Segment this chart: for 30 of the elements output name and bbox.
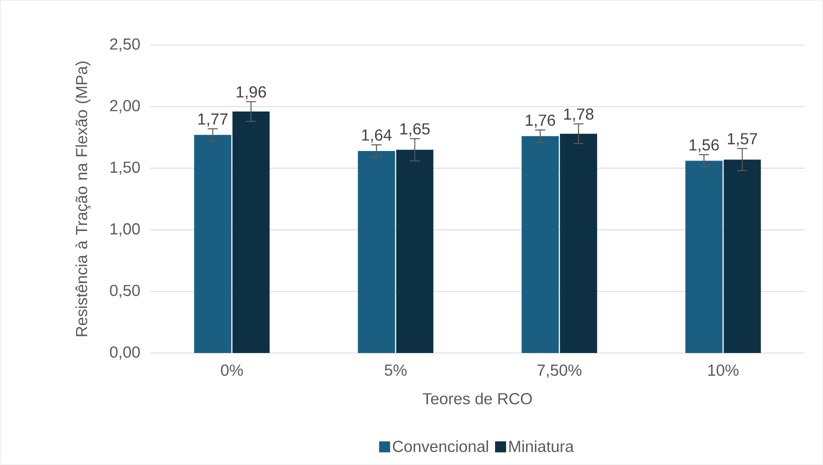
bar: [396, 150, 434, 353]
x-tick-label: 10%: [708, 364, 739, 376]
data-label: 1,65: [400, 123, 430, 136]
x-tick-label: 7,50%: [538, 364, 582, 378]
legend-label: Miniatura: [509, 440, 574, 452]
bar: [522, 136, 559, 353]
x-axis-title: Teores de RCO: [422, 392, 532, 404]
data-label: 1,64: [362, 129, 392, 143]
bar: [560, 134, 598, 353]
data-label: 1,57: [728, 133, 758, 146]
y-tick-label: 1,50: [110, 162, 140, 175]
y-tick-label: 1,00: [110, 223, 140, 236]
y-tick-label: 2,00: [110, 100, 140, 114]
x-tick-label: 5%: [384, 364, 407, 376]
y-tick-label: 2,50: [110, 38, 140, 52]
data-label: 1,76: [526, 114, 556, 128]
bar: [724, 160, 761, 353]
data-label: 1,56: [690, 139, 719, 152]
bar: [685, 160, 723, 353]
y-axis-title: Resistência à Tração na Flexão (MPa): [75, 62, 90, 336]
bar: [358, 150, 396, 353]
x-tick-label: 0%: [220, 364, 243, 376]
y-tick-label: 0,50: [110, 284, 140, 298]
bar: [194, 134, 232, 353]
data-label: 1,96: [236, 86, 266, 100]
bar: [232, 112, 270, 353]
legend-label: Convencional: [392, 440, 488, 452]
data-label: 1,78: [564, 108, 594, 122]
data-label: 1,77: [198, 114, 228, 127]
y-tick-label: 0,00: [110, 346, 140, 360]
